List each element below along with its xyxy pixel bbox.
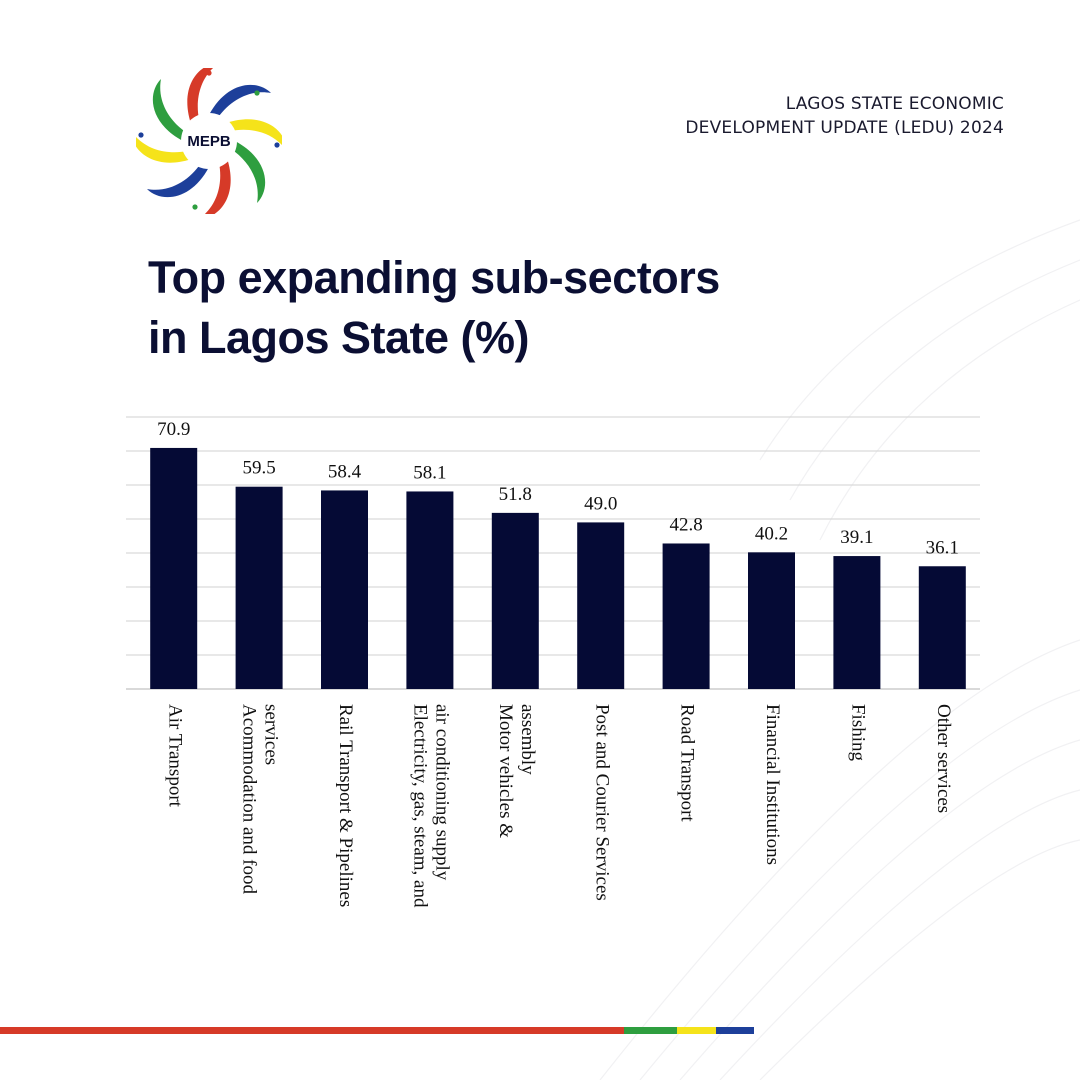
category-tick-label: Electricity, gas, steam, and: [410, 704, 431, 908]
data-label: 42.8: [669, 514, 702, 535]
data-label: 36.1: [926, 537, 959, 558]
category-tick-label: services: [261, 704, 282, 765]
bars: [150, 447, 966, 689]
data-label: 59.5: [242, 458, 275, 479]
bar: [577, 522, 625, 689]
category-tick-label: assembly: [517, 704, 538, 775]
bar: [662, 543, 710, 689]
data-label: 58.4: [328, 461, 362, 482]
data-label: 70.9: [157, 419, 190, 440]
value-labels: 70.9 59.5 58.4 58.1 51.8 49.0 42.8 40.2 39.1 36.1: [157, 419, 959, 558]
category-tick-label: Financial Institutions: [762, 704, 783, 865]
category-tick-label: Other services: [933, 704, 954, 813]
bottom-stripe-green: [624, 1027, 677, 1034]
data-label: 51.8: [499, 484, 532, 505]
bar: [748, 552, 795, 689]
chart-title-line-1: Top expanding sub-sectors: [148, 252, 720, 303]
report-header-line-1: LAGOS STATE ECONOMIC: [785, 94, 1004, 114]
bottom-stripe-red: [0, 1027, 624, 1034]
bar: [235, 486, 283, 689]
data-label: 49.0: [584, 493, 617, 514]
bar: [918, 566, 966, 689]
bottom-stripe-yellow: [677, 1027, 716, 1034]
bar: [150, 447, 198, 689]
category-tick-label: Rail Transport & Pipelines: [335, 704, 356, 907]
report-header: LAGOS STATE ECONOMIC DEVELOPMENT UPDATE …: [685, 92, 1004, 140]
bar: [833, 556, 881, 689]
mepb-logo: MEPB: [136, 68, 282, 214]
bar: [406, 491, 454, 689]
chart-title-line-2: in Lagos State (%): [148, 312, 530, 363]
data-label: 40.2: [755, 523, 788, 544]
category-tick-label: Acommodation and food: [239, 704, 260, 894]
category-tick-label: Fishing: [848, 704, 869, 762]
data-label: 39.1: [840, 527, 873, 548]
category-labels: Air Transport Acommodation and food servic…: [164, 704, 954, 908]
category-tick-label: Air Transport: [164, 704, 185, 808]
category-tick-label: Motor vehicles &: [495, 704, 516, 838]
category-tick-label: Post and Courier Services: [591, 704, 612, 901]
bar: [321, 490, 368, 689]
logo-text: MEPB: [187, 133, 231, 150]
report-header-line-2: DEVELOPMENT UPDATE (LEDU) 2024: [685, 118, 1004, 138]
bottom-stripe-blue: [716, 1027, 754, 1034]
data-label: 58.1: [413, 462, 446, 483]
category-tick-label: air conditioning supply: [432, 704, 453, 881]
category-tick-label: Road Transport: [677, 704, 698, 822]
bar: [491, 512, 539, 689]
chart-title: Top expanding sub-sectors in Lagos State…: [148, 248, 720, 368]
